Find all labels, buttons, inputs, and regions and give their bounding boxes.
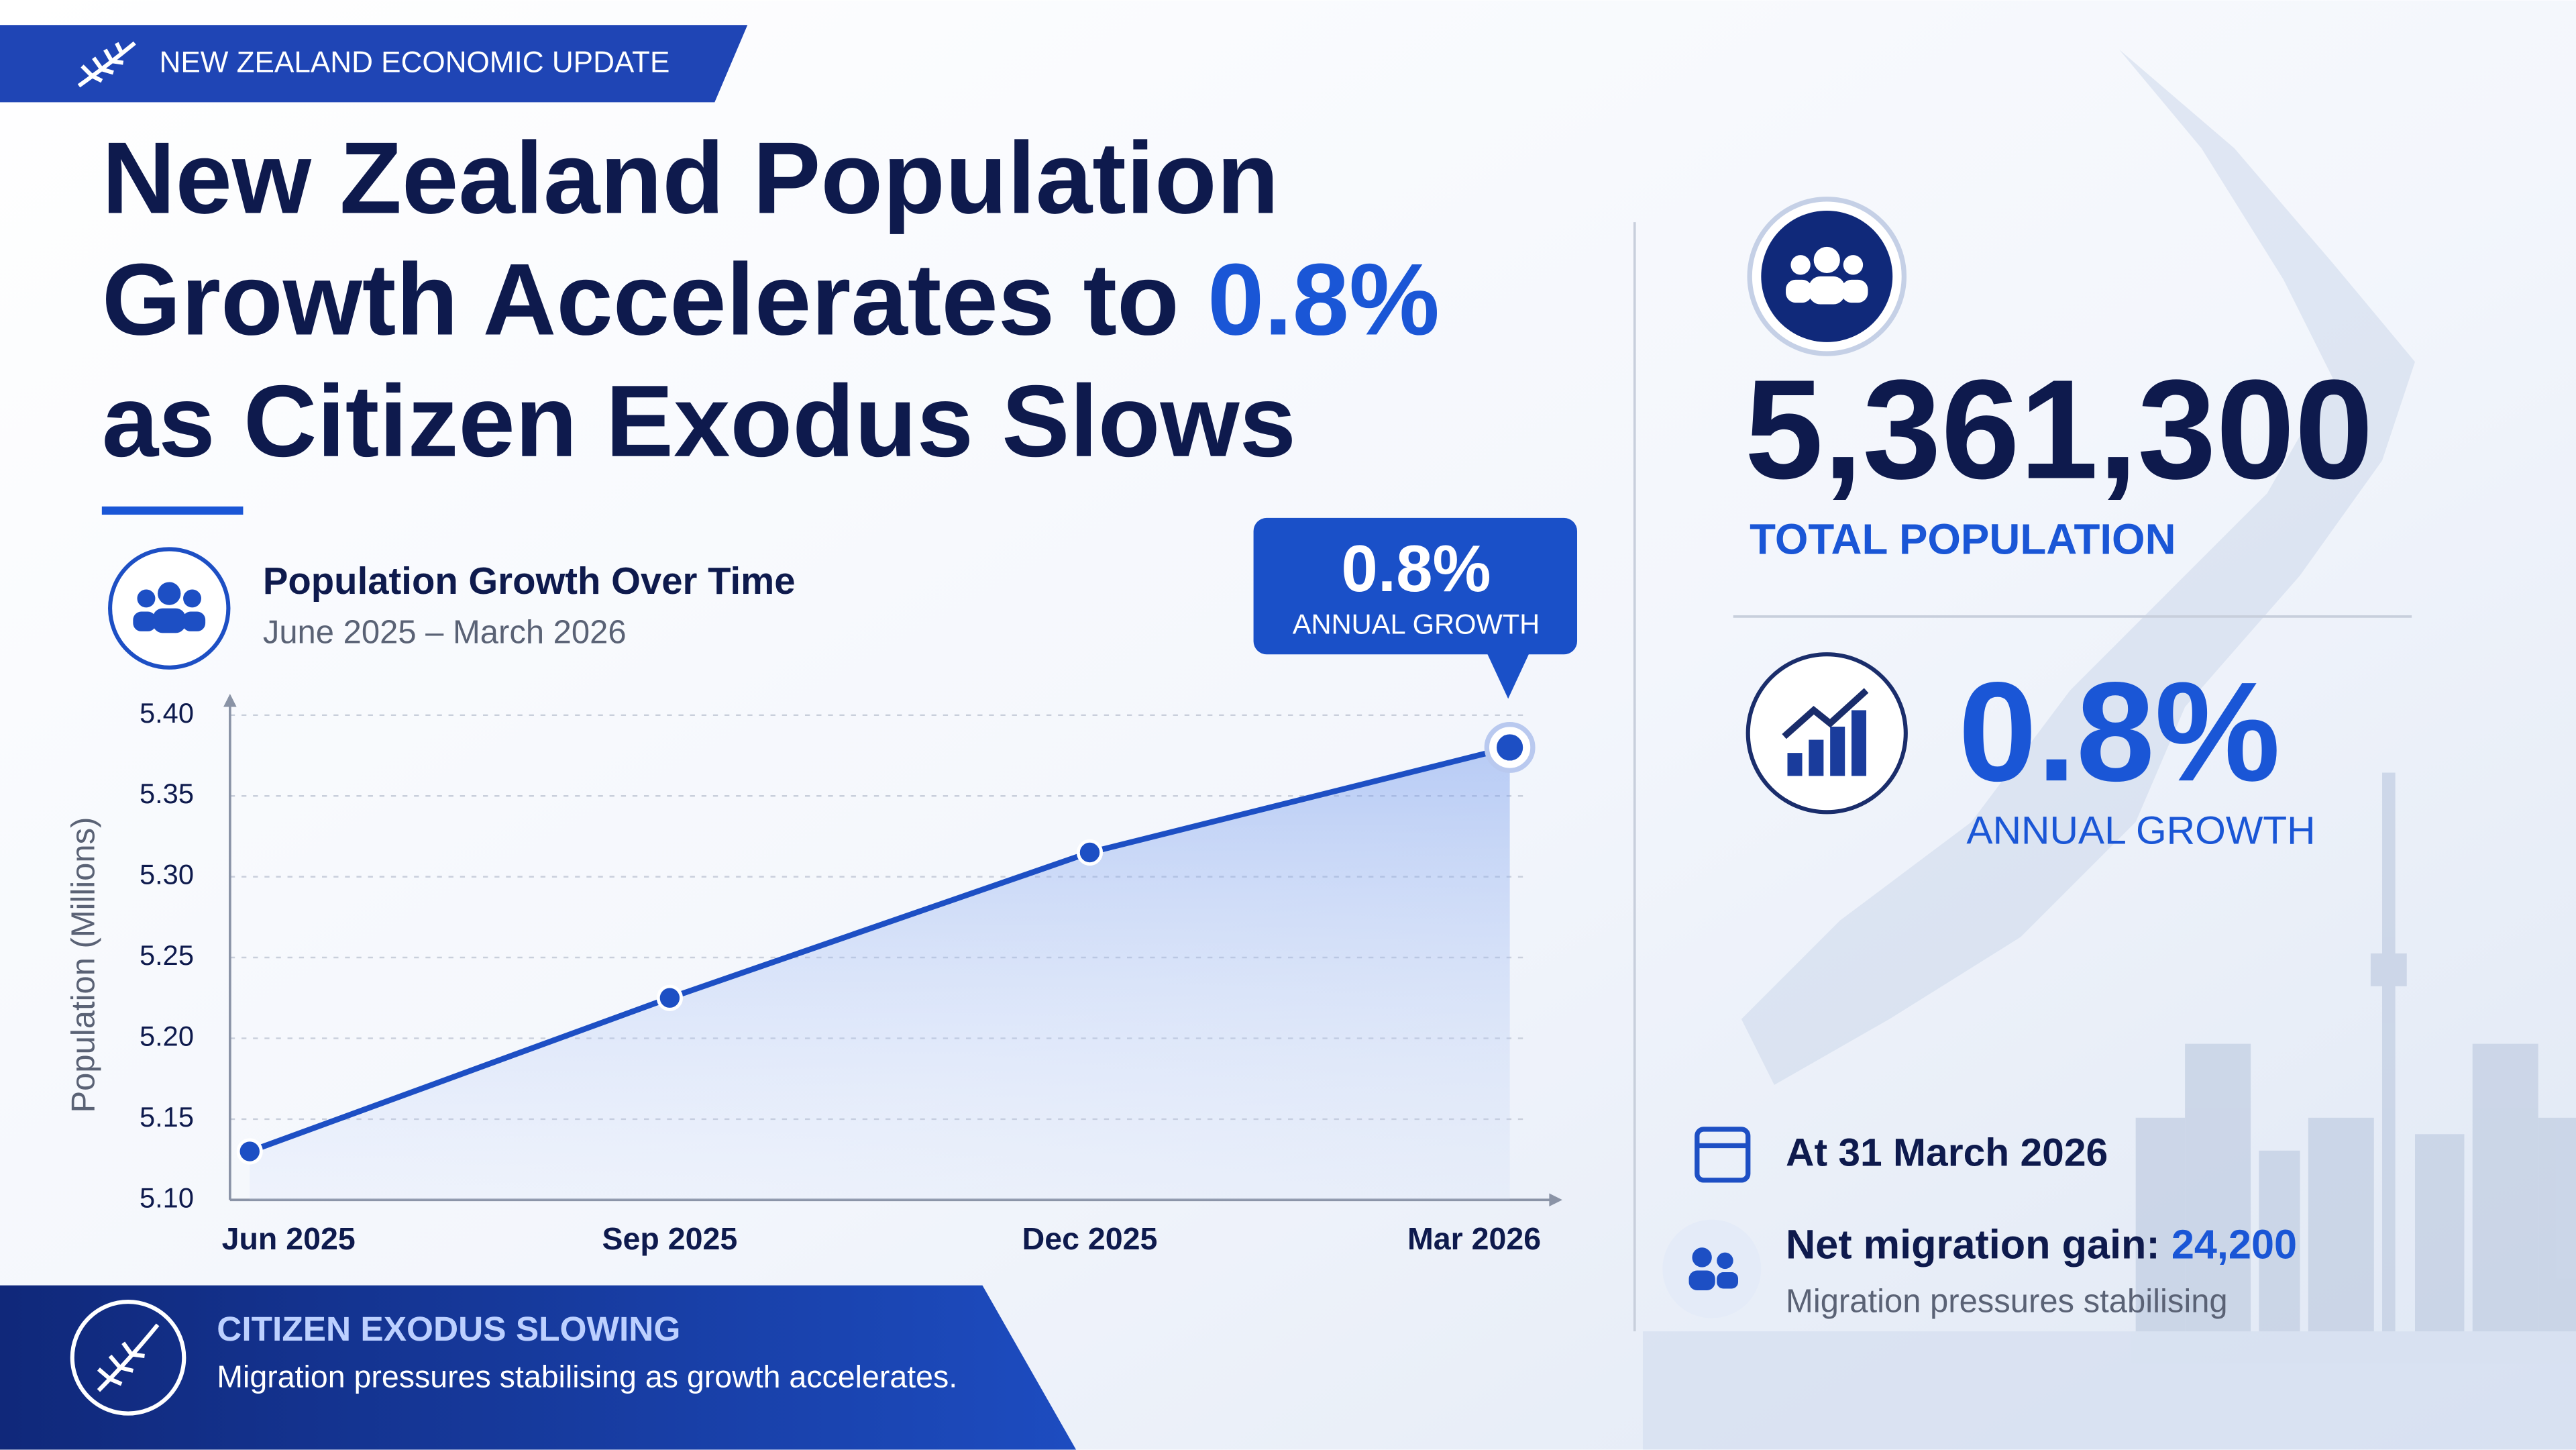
callout-bg: [1253, 517, 1578, 655]
headline-text: Growth Accelerates to: [102, 244, 1208, 357]
y-tick-label: 5.30: [140, 859, 194, 890]
point: [656, 984, 683, 1011]
calendar-icon: [1695, 1127, 1751, 1183]
map-silhouette: [1741, 49, 2415, 1085]
y-tick-label: 5.40: [140, 697, 194, 729]
y-axis-arrow: [223, 693, 237, 707]
skyline: [1642, 772, 2576, 1450]
growth-label: ANNUAL GROWTH: [1966, 809, 2315, 853]
growth-value: 0.8%: [1958, 652, 2280, 811]
headline-line: New Zealand Population: [102, 121, 1279, 235]
headline-line: Growth Accelerates to 0.8%: [102, 244, 1440, 357]
callout-pointer: [1487, 652, 1529, 699]
badge-text: NEW ZEALAND ECONOMIC UPDATE: [160, 46, 670, 79]
point: [236, 1138, 263, 1165]
headline-underline: [101, 506, 244, 515]
banner-bg: [0, 1285, 1077, 1450]
banner-text: Migration pressures stabilising as growt…: [217, 1359, 957, 1394]
migration-note: Migration pressures stabilising: [1786, 1283, 2228, 1319]
trend-arrow: [1782, 688, 1869, 739]
date-text: At 31 March 2026: [1786, 1131, 2108, 1175]
banner-title: CITIZEN EXODUS SLOWING: [217, 1309, 680, 1348]
callout-label: ANNUAL GROWTH: [1293, 609, 1540, 640]
people-icon: [133, 582, 206, 633]
y-tick-label: 5.10: [140, 1182, 194, 1213]
migration-line: Net migration gain: 24,200: [1786, 1221, 2297, 1267]
population-value: 5,361,300: [1745, 350, 2373, 508]
y-tick-label: 5.15: [140, 1101, 194, 1133]
fern-icon: [97, 1323, 160, 1392]
growth-icon: [1746, 652, 1908, 815]
badge-bg: [0, 25, 748, 103]
headline-highlight: 0.8%: [1208, 244, 1440, 357]
x-tick-label: Mar 2026: [1407, 1221, 1541, 1256]
x-tick-label: Sep 2025: [602, 1221, 738, 1256]
migration-label: Net migration gain:: [1786, 1221, 2171, 1267]
headline-line: as Citizen Exodus Slows: [102, 365, 1296, 478]
fern-icon: [77, 41, 136, 88]
x-tick-label: Jun 2025: [222, 1221, 356, 1256]
migration-icon: [1662, 1219, 1762, 1318]
chart-subtitle: June 2025 – March 2026: [263, 615, 627, 651]
y-tick-label: 5.35: [140, 778, 194, 809]
callout-value: 0.8%: [1341, 531, 1491, 605]
bar-chart-icon: [1787, 710, 1867, 776]
people-icon: [1786, 246, 1868, 305]
x-tick-label: Dec 2025: [1022, 1221, 1158, 1256]
population-label: TOTAL POPULATION: [1750, 515, 2176, 563]
point: [1493, 731, 1527, 764]
y-axis-label: Population (Millions): [65, 817, 101, 1113]
chart-title: Population Growth Over Time: [263, 560, 796, 602]
y-tick-label: 5.25: [140, 939, 194, 971]
people-icon: [1688, 1247, 1739, 1290]
point: [1076, 839, 1104, 866]
area: [250, 747, 1510, 1200]
line: [248, 744, 1511, 1155]
x-axis-arrow: [1549, 1193, 1562, 1207]
migration-value: 24,200: [2171, 1221, 2297, 1267]
banner-icon: [70, 1300, 186, 1416]
y-tick-label: 5.20: [140, 1020, 194, 1051]
plot-area: 5.10 5.15 5.20 5.25 5.30 5.35 5.40 Jun 2025 Sep …: [140, 693, 1562, 1256]
